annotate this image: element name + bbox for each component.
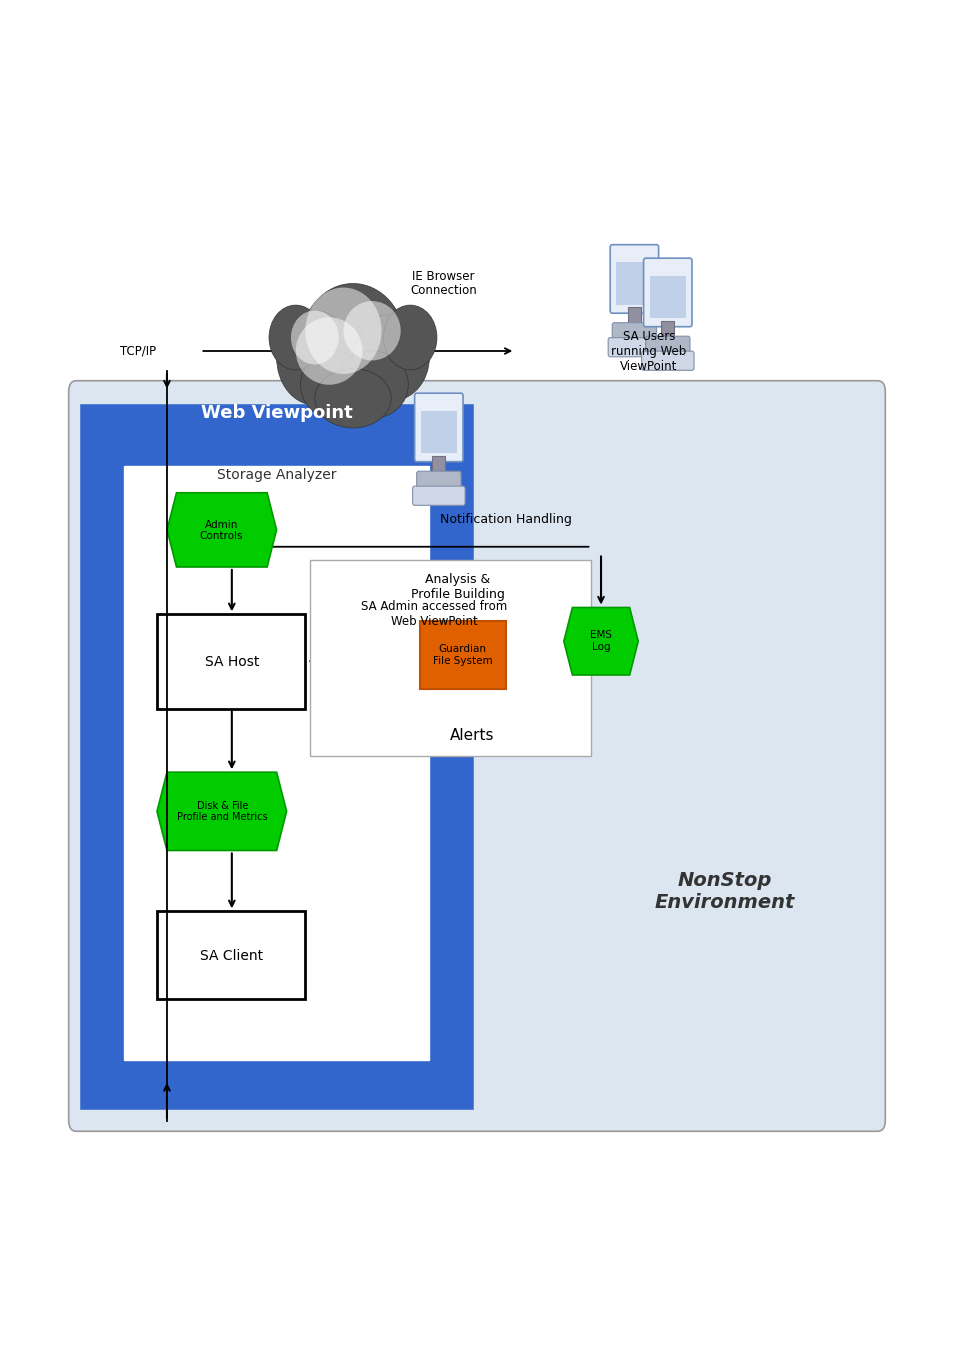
Bar xyxy=(627,306,640,328)
FancyBboxPatch shape xyxy=(608,338,659,356)
Bar xyxy=(616,262,652,305)
Text: SA Client: SA Client xyxy=(200,949,263,963)
Text: Alerts: Alerts xyxy=(450,728,495,743)
FancyBboxPatch shape xyxy=(643,258,691,327)
Bar xyxy=(432,455,445,477)
FancyBboxPatch shape xyxy=(157,614,305,709)
Ellipse shape xyxy=(305,288,381,374)
Ellipse shape xyxy=(335,351,408,418)
Text: SA Host: SA Host xyxy=(205,655,258,668)
Ellipse shape xyxy=(314,369,391,428)
Text: SA Users
running Web
ViewPoint: SA Users running Web ViewPoint xyxy=(611,329,685,373)
Ellipse shape xyxy=(383,305,436,370)
Text: Storage Analyzer: Storage Analyzer xyxy=(216,468,336,482)
Bar xyxy=(420,410,456,454)
Ellipse shape xyxy=(291,310,338,364)
FancyBboxPatch shape xyxy=(645,336,689,355)
FancyBboxPatch shape xyxy=(419,621,505,688)
Ellipse shape xyxy=(269,305,322,370)
FancyBboxPatch shape xyxy=(412,486,464,505)
Text: SA Admin accessed from
Web ViewPoint: SA Admin accessed from Web ViewPoint xyxy=(360,601,507,628)
FancyBboxPatch shape xyxy=(640,351,694,370)
FancyBboxPatch shape xyxy=(416,471,460,490)
FancyBboxPatch shape xyxy=(415,393,462,462)
Text: TCP/IP: TCP/IP xyxy=(120,344,156,358)
Bar xyxy=(649,275,685,319)
FancyBboxPatch shape xyxy=(610,244,658,313)
PathPatch shape xyxy=(157,772,286,850)
Ellipse shape xyxy=(343,301,400,360)
FancyBboxPatch shape xyxy=(612,323,656,342)
Ellipse shape xyxy=(295,317,362,385)
Text: Web Viewpoint: Web Viewpoint xyxy=(200,404,353,423)
Text: Admin
Controls: Admin Controls xyxy=(199,520,243,541)
Text: IE Browser
Connection: IE Browser Connection xyxy=(410,270,476,297)
Text: Analysis &
Profile Building: Analysis & Profile Building xyxy=(411,574,504,601)
FancyBboxPatch shape xyxy=(310,560,591,756)
FancyBboxPatch shape xyxy=(95,418,457,1094)
Ellipse shape xyxy=(300,351,367,418)
Text: NonStop
Environment: NonStop Environment xyxy=(654,871,795,911)
FancyBboxPatch shape xyxy=(124,466,429,1060)
PathPatch shape xyxy=(167,493,276,567)
FancyBboxPatch shape xyxy=(69,381,884,1131)
Ellipse shape xyxy=(300,284,405,405)
Text: Notification Handling: Notification Handling xyxy=(439,513,571,526)
Ellipse shape xyxy=(276,310,353,405)
FancyBboxPatch shape xyxy=(157,911,305,999)
PathPatch shape xyxy=(563,608,638,675)
Text: EMS
Log: EMS Log xyxy=(589,630,612,652)
Ellipse shape xyxy=(353,315,429,401)
Bar xyxy=(660,320,674,342)
Text: Guardian
File System: Guardian File System xyxy=(433,644,492,666)
Text: Disk & File
Profile and Metrics: Disk & File Profile and Metrics xyxy=(177,801,267,822)
